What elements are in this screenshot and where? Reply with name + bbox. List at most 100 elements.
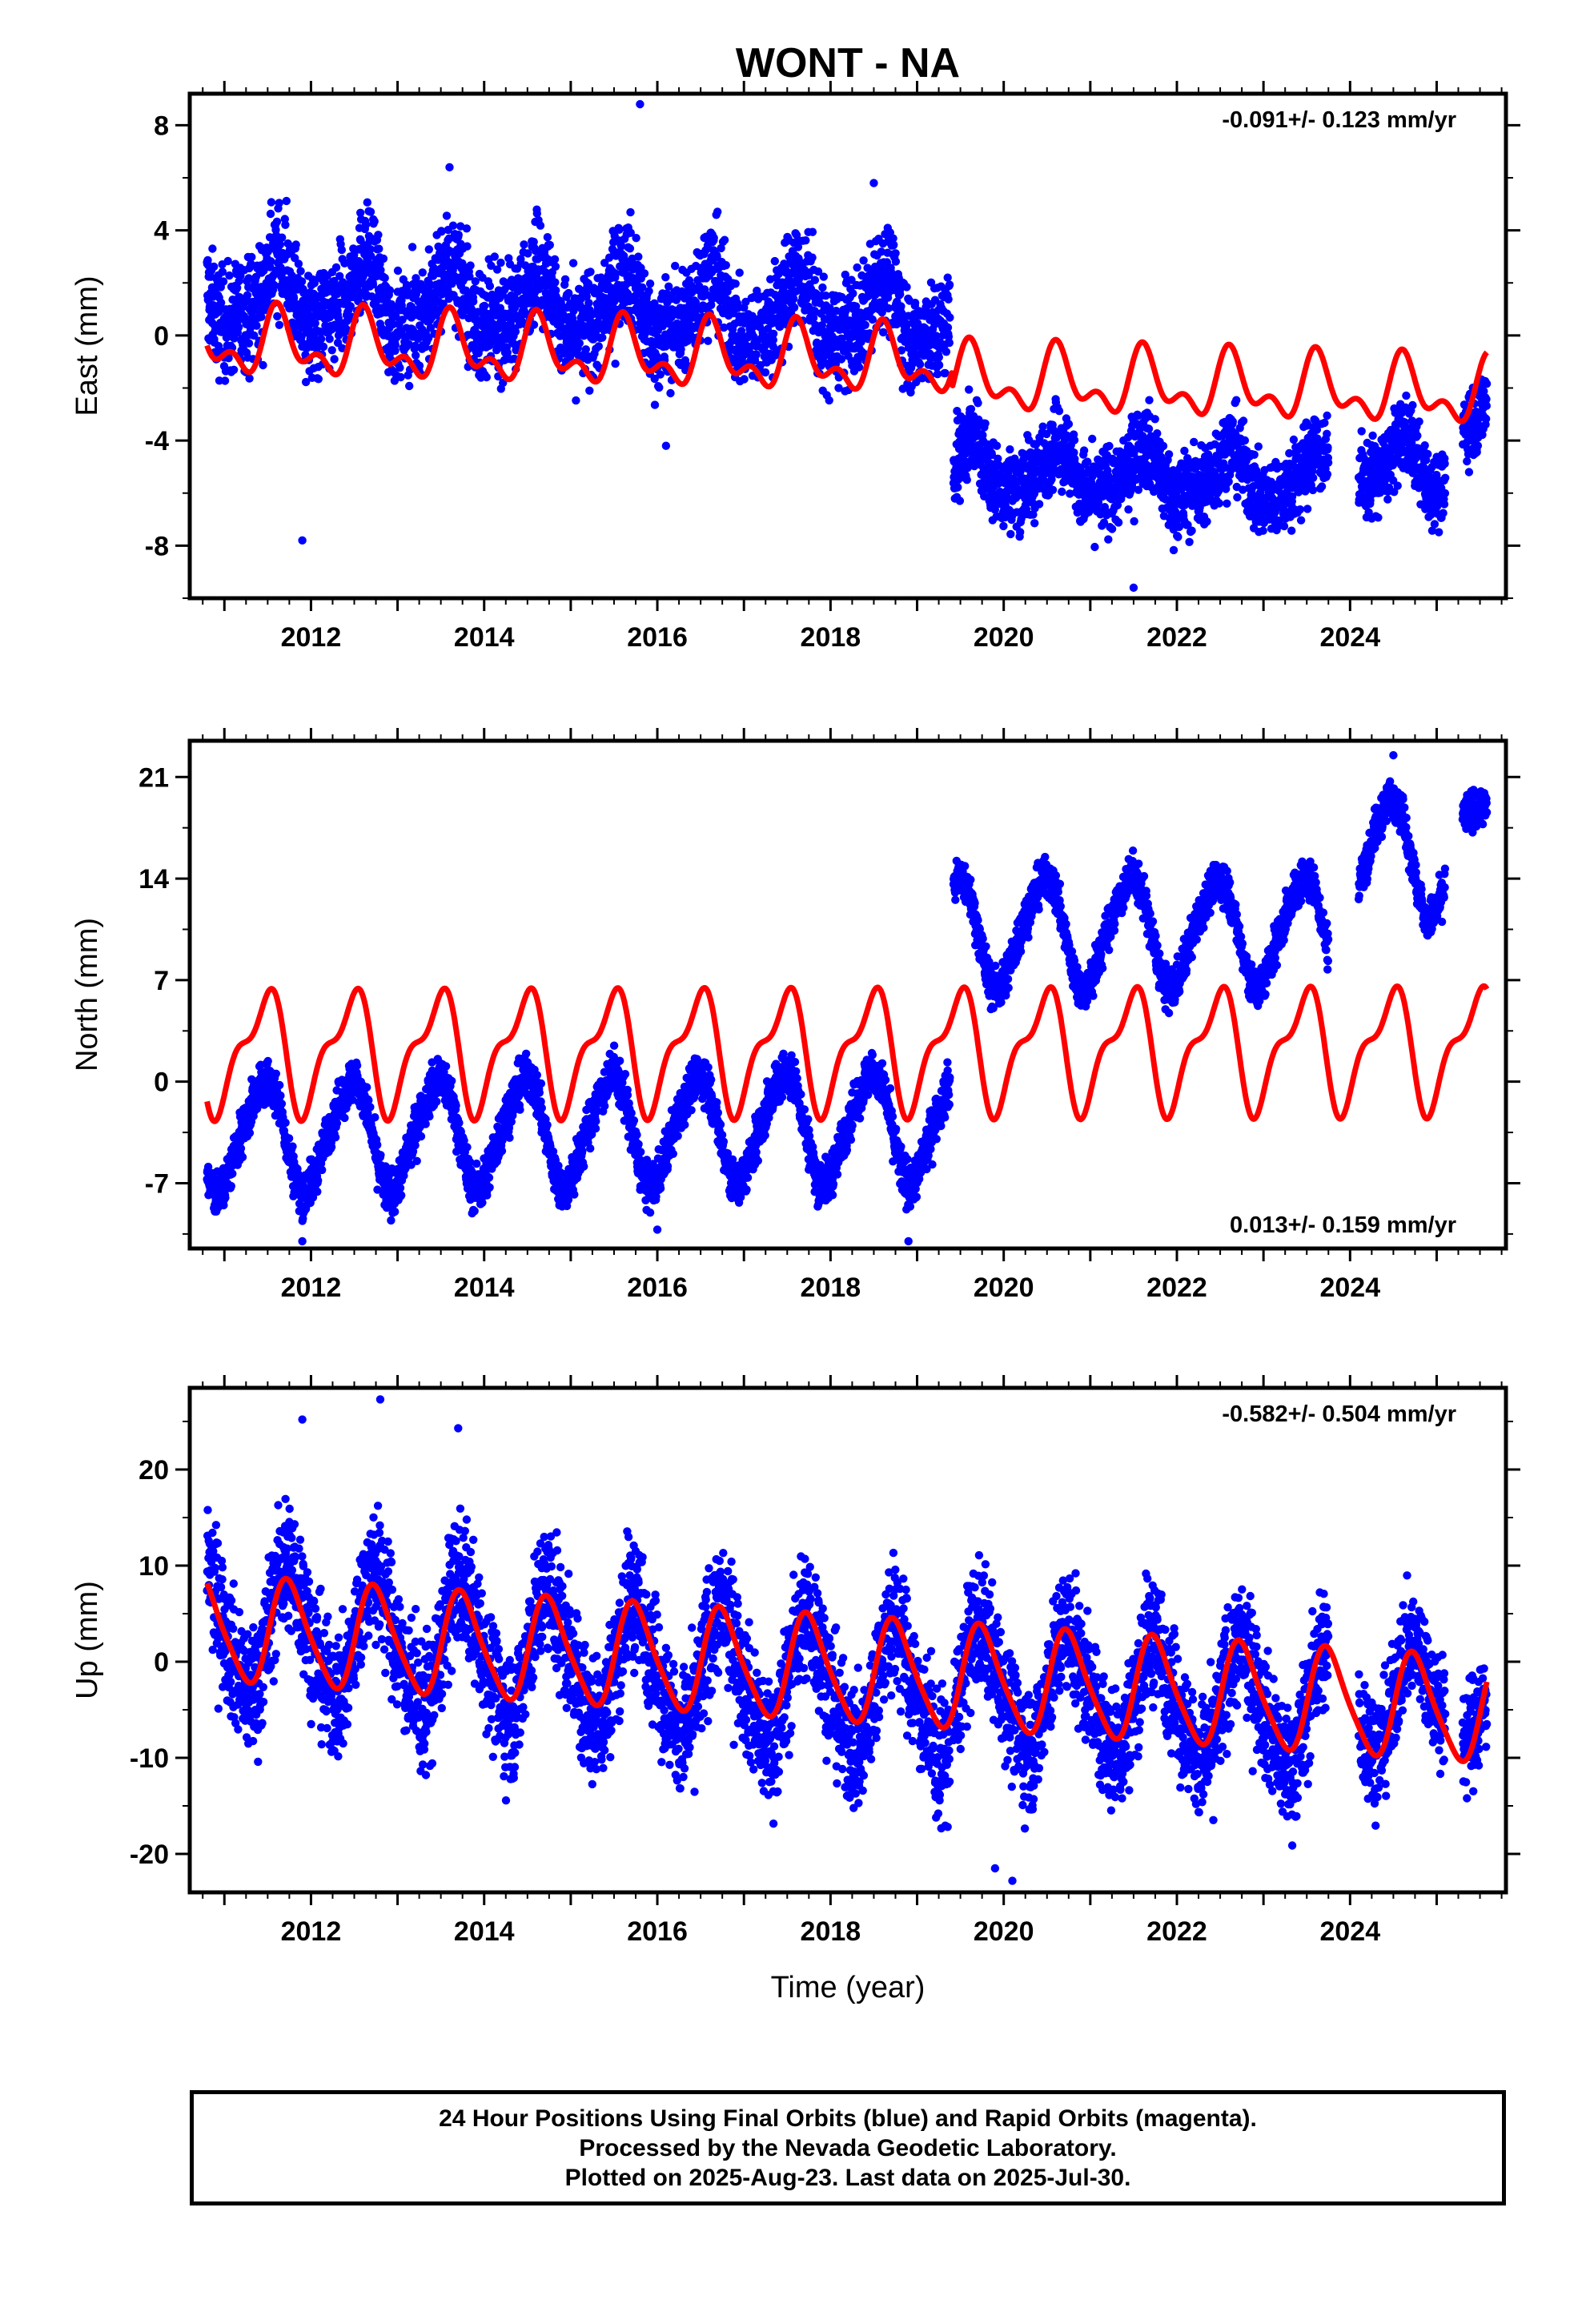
data-point — [485, 282, 495, 291]
data-point — [1309, 473, 1318, 482]
data-point — [1357, 427, 1366, 436]
data-point — [1233, 493, 1242, 502]
data-point — [891, 257, 901, 266]
data-point — [294, 259, 303, 268]
data-point — [297, 277, 307, 286]
data-point — [1289, 435, 1299, 444]
data-point — [945, 338, 954, 348]
data-point — [437, 227, 446, 236]
data-point — [1303, 505, 1312, 513]
data-point — [374, 231, 383, 239]
data-point — [1079, 446, 1089, 455]
data-point — [424, 245, 433, 254]
data-point — [480, 301, 489, 311]
data-point — [666, 388, 675, 398]
data-point — [1463, 456, 1472, 466]
data-point — [735, 268, 744, 277]
data-point — [267, 257, 275, 266]
data-point — [412, 274, 420, 283]
data-point — [463, 242, 472, 251]
data-point — [1323, 470, 1332, 479]
data-point — [235, 293, 244, 302]
data-point — [1323, 458, 1333, 467]
data-point — [560, 275, 570, 283]
data-point — [404, 340, 413, 348]
data-point — [594, 342, 603, 351]
data-point — [301, 377, 311, 387]
data-point — [974, 399, 982, 408]
data-point — [598, 333, 607, 342]
data-point — [853, 263, 861, 272]
data-point — [896, 290, 905, 299]
data-point — [1482, 414, 1491, 424]
data-point — [769, 329, 778, 338]
data-point — [229, 365, 239, 374]
data-point — [770, 256, 779, 266]
data-point — [1048, 485, 1058, 494]
data-point — [966, 404, 976, 413]
data-point — [915, 360, 925, 369]
y-tick-label: 4 — [154, 216, 169, 247]
data-point — [1323, 411, 1331, 420]
data-point — [1439, 500, 1449, 509]
data-point — [962, 476, 972, 485]
data-point — [346, 302, 355, 311]
data-point — [314, 375, 323, 384]
data-point — [1415, 417, 1423, 426]
data-point — [426, 324, 436, 332]
data-point — [1239, 416, 1248, 425]
data-point — [1408, 400, 1417, 410]
data-point — [327, 346, 336, 355]
data-point — [801, 236, 810, 245]
data-point — [233, 283, 242, 292]
data-point — [1169, 545, 1178, 555]
data-point — [482, 372, 491, 382]
data-point — [626, 207, 635, 217]
y-tick-label: -8 — [145, 531, 169, 561]
data-point — [992, 441, 1002, 450]
data-point — [270, 280, 279, 290]
data-point — [709, 233, 718, 243]
data-point — [244, 339, 254, 348]
data-point — [1223, 499, 1231, 508]
data-point — [1439, 509, 1447, 517]
data-point — [473, 308, 482, 316]
data-point — [1030, 519, 1039, 528]
data-point — [604, 253, 614, 262]
data-point — [1190, 437, 1199, 447]
data-point — [1413, 431, 1422, 440]
data-point — [462, 224, 472, 233]
data-point — [650, 400, 660, 409]
data-point — [1482, 380, 1492, 388]
data-point — [752, 350, 761, 359]
data-point — [818, 283, 827, 292]
data-point — [311, 319, 319, 328]
data-point — [275, 320, 284, 329]
data-point — [551, 278, 560, 287]
data-point — [965, 385, 974, 394]
data-point — [439, 300, 448, 308]
data-point — [981, 419, 990, 428]
data-point — [223, 256, 232, 266]
data-point — [252, 321, 261, 330]
data-point — [626, 228, 635, 237]
data-point — [405, 381, 414, 391]
data-point — [1185, 537, 1194, 546]
data-point — [543, 233, 552, 242]
data-point — [379, 254, 388, 263]
data-point — [1129, 583, 1138, 593]
data-point — [408, 243, 417, 251]
data-point — [418, 268, 427, 277]
data-point — [625, 244, 635, 253]
data-point — [396, 364, 404, 372]
data-point — [243, 291, 252, 300]
data-point — [1054, 407, 1064, 416]
data-point — [819, 272, 828, 281]
data-point — [656, 370, 665, 379]
data-point — [761, 368, 770, 377]
data-point — [644, 287, 653, 296]
data-point — [330, 355, 339, 364]
data-point — [1296, 516, 1306, 525]
data-point — [331, 263, 341, 272]
